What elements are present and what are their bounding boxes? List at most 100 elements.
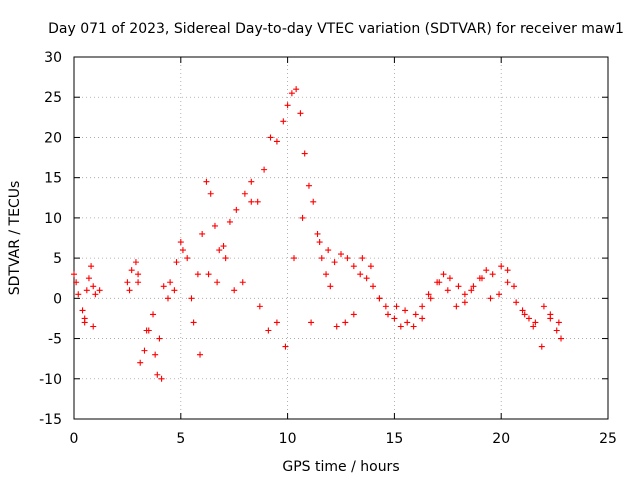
data-point — [197, 351, 204, 358]
grid — [74, 57, 608, 419]
chart-title: Day 071 of 2023, Sidereal Day-to-day VTE… — [48, 21, 624, 37]
data-point — [135, 279, 142, 286]
data-point — [498, 263, 505, 270]
data-point — [478, 275, 485, 282]
data-point — [280, 118, 287, 125]
data-point — [293, 86, 300, 93]
data-point — [143, 327, 150, 334]
data-point — [483, 267, 490, 274]
data-point — [532, 319, 539, 326]
data-point — [461, 299, 468, 306]
data-point — [83, 287, 90, 294]
data-point — [167, 279, 174, 286]
data-point — [284, 102, 291, 109]
data-point — [231, 287, 238, 294]
data-point — [254, 198, 261, 205]
data-point — [393, 303, 400, 310]
data-point — [553, 327, 560, 334]
data-point — [461, 291, 468, 298]
data-point — [496, 291, 503, 298]
data-point — [419, 303, 426, 310]
y-tick-label: -5 — [48, 332, 62, 348]
data-point — [150, 311, 157, 318]
data-point — [310, 198, 317, 205]
data-point — [412, 311, 419, 318]
data-point — [205, 271, 212, 278]
data-point — [256, 303, 263, 310]
data-point — [190, 319, 197, 326]
data-point — [267, 134, 274, 141]
data-point — [184, 255, 191, 262]
data-point — [152, 351, 159, 358]
y-axis-label: SDTVAR / TECUs — [7, 181, 23, 296]
y-tick-label: 5 — [53, 251, 62, 267]
data-point — [370, 283, 377, 290]
data-point — [90, 283, 97, 290]
x-tick-label: 25 — [599, 431, 617, 447]
data-point — [92, 291, 99, 298]
data-point — [316, 239, 323, 246]
data-point — [222, 255, 229, 262]
y-tick-label: -15 — [39, 412, 62, 428]
data-point — [233, 206, 240, 213]
data-point — [241, 190, 248, 197]
data-point — [226, 218, 233, 225]
data-point — [173, 259, 180, 266]
data-point — [239, 279, 246, 286]
data-point — [436, 279, 443, 286]
data-point — [558, 335, 565, 342]
data-point — [128, 267, 135, 274]
data-point — [331, 259, 338, 266]
data-point — [384, 311, 391, 318]
data-point — [126, 287, 133, 294]
data-point — [199, 230, 206, 237]
y-tick-label: 0 — [53, 291, 62, 307]
data-point — [376, 295, 383, 302]
data-point — [211, 222, 218, 229]
data-point — [179, 247, 186, 254]
data-point — [342, 319, 349, 326]
data-point — [540, 303, 547, 310]
data-point — [299, 214, 306, 221]
data-point — [177, 239, 184, 246]
data-point — [338, 251, 344, 258]
data-point — [158, 375, 165, 382]
data-point — [124, 279, 131, 286]
data-point — [419, 315, 426, 322]
data-point — [453, 303, 460, 310]
data-point — [382, 303, 389, 310]
x-axis-label: GPS time / hours — [282, 459, 399, 475]
data-point — [547, 315, 554, 322]
data-point — [391, 315, 398, 322]
data-point — [164, 295, 171, 302]
data-point — [248, 198, 255, 205]
data-point — [367, 263, 374, 270]
data-point — [363, 275, 370, 282]
data-point — [318, 255, 325, 262]
data-point — [425, 291, 432, 298]
data-point — [489, 271, 496, 278]
x-tick-label: 10 — [279, 431, 297, 447]
y-tick-label: 25 — [44, 90, 62, 106]
data-point — [511, 283, 518, 290]
data-point — [314, 230, 321, 237]
data-point — [504, 267, 511, 274]
data-point — [308, 319, 315, 326]
data-point — [397, 323, 404, 330]
data-point — [538, 343, 545, 350]
data-point — [135, 271, 142, 278]
data-point — [261, 166, 268, 173]
data-point — [427, 295, 434, 302]
data-point — [90, 323, 97, 330]
data-point — [132, 259, 139, 266]
data-point — [513, 299, 520, 306]
data-point — [487, 295, 494, 302]
data-point — [75, 291, 82, 298]
data-point — [344, 255, 351, 262]
data-point — [81, 319, 88, 326]
x-tick-label: 20 — [492, 431, 510, 447]
data-point — [470, 283, 477, 290]
x-tick-label: 0 — [70, 431, 79, 447]
data-marks — [71, 86, 565, 382]
